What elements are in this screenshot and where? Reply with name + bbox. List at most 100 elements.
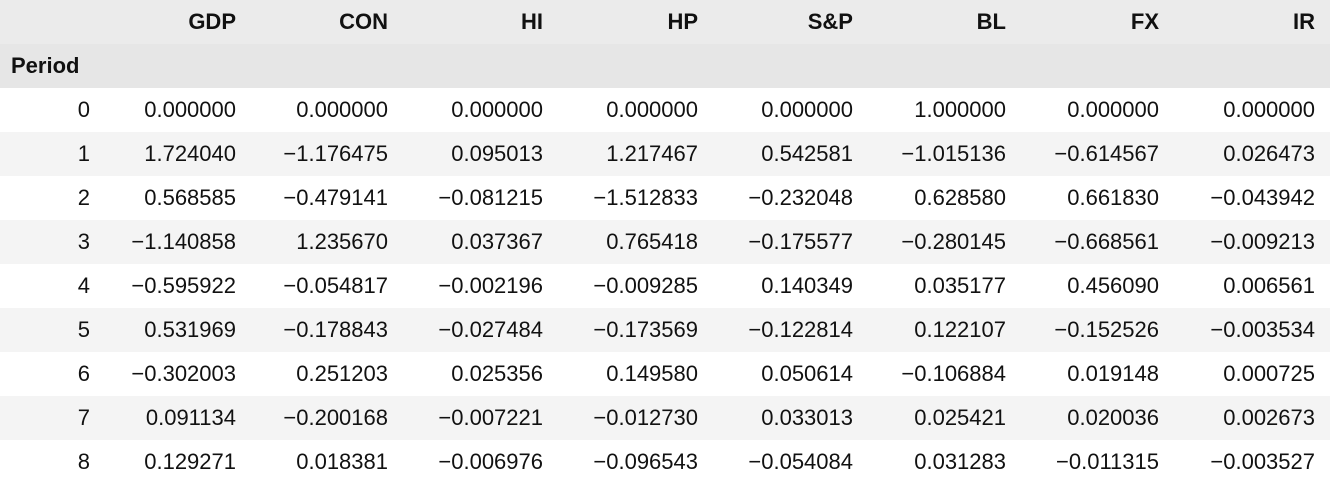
cell-fx: 0.456090	[1067, 273, 1159, 298]
cell-ir: 0.000725	[1223, 361, 1315, 386]
column-header-gdp[interactable]: GDP	[188, 9, 236, 34]
cell-gdp: 1.724040	[144, 141, 236, 166]
cell-sp: 0.000000	[761, 97, 853, 122]
row-index: 7	[77, 405, 90, 430]
cell-sp: 0.050614	[761, 361, 853, 386]
empty-header-cell	[1023, 44, 1176, 88]
index-name-header: Period	[11, 53, 80, 78]
table-row[interactable]: 6 −0.302003 0.251203 0.025356 0.149580 0…	[0, 352, 1330, 396]
cell-con: −1.176475	[283, 141, 388, 166]
table-row[interactable]: 8 0.129271 0.018381 −0.006976 −0.096543 …	[0, 440, 1330, 484]
cell-fx: −0.011315	[1056, 449, 1159, 474]
column-header-sp[interactable]: S&P	[807, 9, 853, 34]
cell-ir: 0.026473	[1223, 141, 1315, 166]
cell-con: 0.251203	[296, 361, 388, 386]
corner-header	[0, 0, 102, 44]
cell-hi: −0.006976	[438, 449, 543, 474]
row-index: 1	[77, 141, 90, 166]
cell-hi: −0.081215	[438, 185, 543, 210]
table-row[interactable]: 3 −1.140858 1.235670 0.037367 0.765418 −…	[0, 220, 1330, 264]
cell-fx: 0.019148	[1067, 361, 1159, 386]
row-index: 6	[77, 361, 90, 386]
column-header-bl[interactable]: BL	[976, 9, 1006, 34]
row-index: 0	[77, 97, 90, 122]
cell-gdp: 0.568585	[144, 185, 236, 210]
empty-header-cell	[102, 44, 253, 88]
row-index: 8	[77, 449, 90, 474]
cell-fx: 0.020036	[1067, 405, 1159, 430]
cell-ir: −0.043942	[1210, 185, 1315, 210]
empty-header-cell	[560, 44, 715, 88]
cell-hi: −0.007221	[438, 405, 543, 430]
cell-con: 0.018381	[296, 449, 388, 474]
row-index: 5	[77, 317, 90, 342]
table-header: GDP CON HI HP S&P BL FX IR Period	[0, 0, 1330, 88]
cell-gdp: 0.531969	[144, 317, 236, 342]
cell-sp: −0.122814	[748, 317, 853, 342]
cell-sp: −0.175577	[748, 229, 853, 254]
cell-gdp: −1.140858	[131, 229, 236, 254]
cell-ir: 0.006561	[1223, 273, 1315, 298]
cell-hp: 0.765418	[606, 229, 698, 254]
cell-bl: 0.025421	[914, 405, 1006, 430]
cell-hi: 0.025356	[451, 361, 543, 386]
cell-con: −0.479141	[283, 185, 388, 210]
cell-fx: −0.668561	[1054, 229, 1159, 254]
cell-sp: 0.542581	[761, 141, 853, 166]
cell-gdp: 0.091134	[145, 405, 236, 430]
column-header-hi[interactable]: HI	[521, 9, 543, 34]
table-row[interactable]: 2 0.568585 −0.479141 −0.081215 −1.512833…	[0, 176, 1330, 220]
table-row[interactable]: 0 0.000000 0.000000 0.000000 0.000000 0.…	[0, 88, 1330, 132]
cell-hi: 0.095013	[451, 141, 543, 166]
cell-con: −0.200168	[283, 405, 388, 430]
cell-bl: 0.031283	[914, 449, 1006, 474]
cell-ir: −0.009213	[1210, 229, 1315, 254]
empty-header-cell	[870, 44, 1023, 88]
cell-bl: −0.280145	[901, 229, 1006, 254]
cell-bl: 1.000000	[914, 97, 1006, 122]
column-header-ir[interactable]: IR	[1293, 9, 1315, 34]
cell-hi: 0.037367	[451, 229, 543, 254]
column-header-con[interactable]: CON	[339, 9, 388, 34]
table-row[interactable]: 1 1.724040 −1.176475 0.095013 1.217467 0…	[0, 132, 1330, 176]
empty-header-cell	[405, 44, 560, 88]
cell-bl: −0.106884	[901, 361, 1006, 386]
empty-header-cell	[253, 44, 405, 88]
cell-hi: −0.002196	[438, 273, 543, 298]
table-row[interactable]: 5 0.531969 −0.178843 −0.027484 −0.173569…	[0, 308, 1330, 352]
cell-con: 0.000000	[296, 97, 388, 122]
cell-bl: 0.628580	[914, 185, 1006, 210]
cell-con: 1.235670	[296, 229, 388, 254]
cell-ir: −0.003527	[1210, 449, 1315, 474]
cell-hp: −0.096543	[593, 449, 698, 474]
column-header-hp[interactable]: HP	[667, 9, 698, 34]
cell-ir: 0.000000	[1223, 97, 1315, 122]
cell-hp: −1.512833	[593, 185, 698, 210]
cell-hp: −0.009285	[593, 273, 698, 298]
cell-sp: −0.054084	[748, 449, 853, 474]
cell-hi: −0.027484	[438, 317, 543, 342]
cell-bl: −1.015136	[901, 141, 1006, 166]
cell-con: −0.054817	[283, 273, 388, 298]
cell-bl: 0.035177	[914, 273, 1006, 298]
cell-bl: 0.122107	[914, 317, 1006, 342]
cell-fx: 0.000000	[1067, 97, 1159, 122]
cell-gdp: −0.595922	[131, 273, 236, 298]
row-index: 2	[77, 185, 90, 210]
cell-fx: −0.614567	[1054, 141, 1159, 166]
column-header-fx[interactable]: FX	[1130, 9, 1159, 34]
cell-hp: −0.012730	[593, 405, 698, 430]
cell-sp: 0.140349	[761, 273, 853, 298]
cell-hp: 0.149580	[606, 361, 698, 386]
table-row[interactable]: 7 0.091134 −0.200168 −0.007221 −0.012730…	[0, 396, 1330, 440]
cell-hp: 0.000000	[606, 97, 698, 122]
cell-hi: 0.000000	[451, 97, 543, 122]
cell-ir: −0.003534	[1210, 317, 1315, 342]
row-index: 3	[77, 229, 90, 254]
empty-header-cell	[1176, 44, 1330, 88]
cell-gdp: −0.302003	[131, 361, 236, 386]
cell-con: −0.178843	[283, 317, 388, 342]
index-header-row: Period	[0, 44, 1330, 88]
table-row[interactable]: 4 −0.595922 −0.054817 −0.002196 −0.00928…	[0, 264, 1330, 308]
